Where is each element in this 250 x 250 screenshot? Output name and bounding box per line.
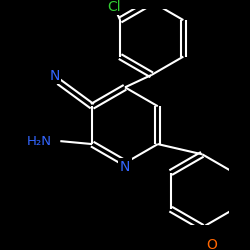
Text: H₂N: H₂N xyxy=(26,134,52,147)
Text: Cl: Cl xyxy=(107,0,121,14)
Text: N: N xyxy=(120,160,130,174)
Text: O: O xyxy=(206,238,217,250)
Text: N: N xyxy=(49,69,59,83)
